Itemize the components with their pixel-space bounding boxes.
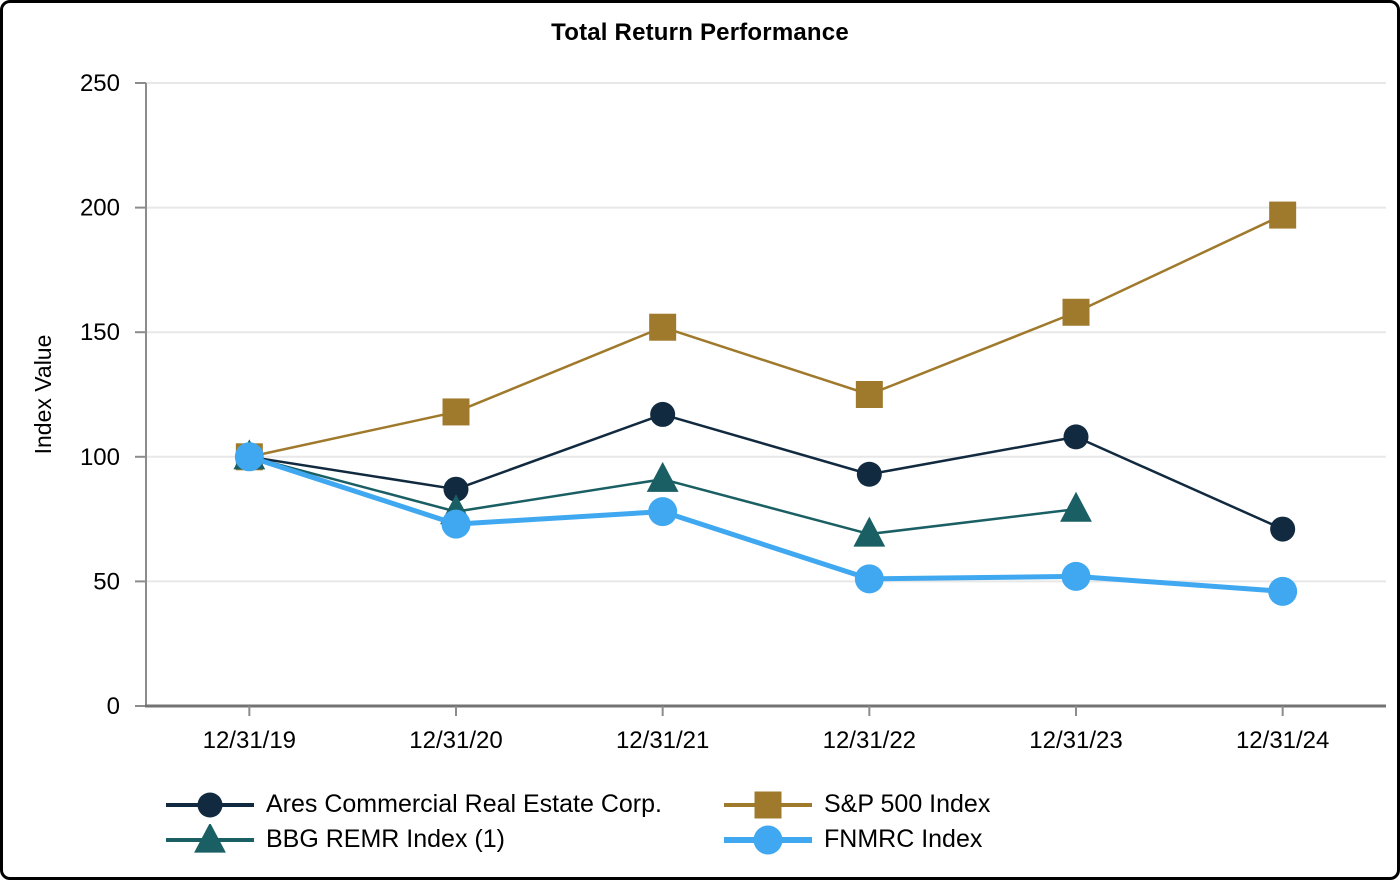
legend-item-ares: Ares Commercial Real Estate Corp. (166, 788, 724, 821)
axes (135, 82, 1386, 716)
legend-item-sp500: S&P 500 Index (724, 788, 990, 821)
legend-item-bbg-remr: BBG REMR Index (1) (166, 823, 724, 856)
legend-marker-square-icon (724, 791, 812, 818)
chart-title: Total Return Performance (551, 19, 849, 46)
svg-text:50: 50 (93, 568, 120, 595)
legend-marker-circle-icon (724, 825, 812, 854)
svg-text:12/31/20: 12/31/20 (409, 727, 502, 754)
series-0 (236, 401, 1296, 542)
legend-marker-triangle-icon (166, 823, 254, 853)
svg-text:150: 150 (80, 319, 120, 346)
legend-label: S&P 500 Index (824, 790, 991, 818)
svg-text:12/31/19: 12/31/19 (203, 727, 296, 754)
legend-label: Ares Commercial Real Estate Corp. (266, 790, 662, 818)
y-axis-title: Index Value (30, 335, 56, 455)
svg-text:12/31/23: 12/31/23 (1029, 727, 1122, 754)
legend: Ares Commercial Real Estate Corp. S&P 50… (166, 788, 990, 856)
svg-text:12/31/24: 12/31/24 (1236, 727, 1329, 754)
svg-text:12/31/22: 12/31/22 (823, 727, 916, 754)
svg-text:200: 200 (80, 195, 120, 222)
series-1 (235, 201, 1297, 471)
legend-marker-circle-icon (166, 792, 254, 817)
svg-text:100: 100 (80, 444, 120, 471)
tick-labels: 0 50 100 150 200 250 12/31/19 12/31/20 12/31/21 1… (80, 70, 1329, 754)
legend-label: BBG REMR Index (1) (266, 825, 505, 853)
svg-text:250: 250 (80, 70, 120, 97)
legend-item-fnmrc: FNMRC Index (724, 823, 990, 856)
svg-text:0: 0 (107, 693, 120, 720)
svg-text:12/31/21: 12/31/21 (616, 727, 709, 754)
legend-label: FNMRC Index (824, 825, 983, 853)
series-3 (234, 442, 1298, 606)
chart-plot: 0 50 100 150 200 250 12/31/19 12/31/20 12/31/21 1… (30, 70, 1386, 754)
